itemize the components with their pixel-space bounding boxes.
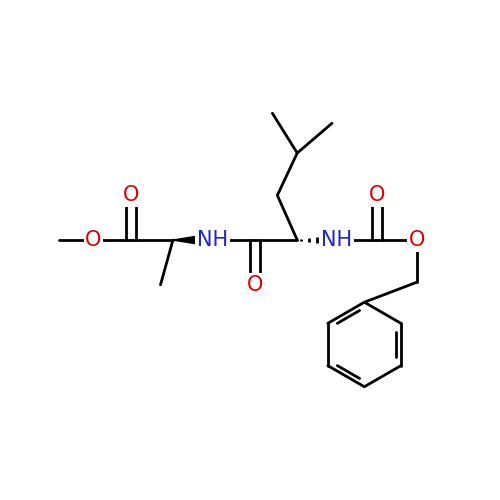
Polygon shape xyxy=(173,234,212,246)
Text: O: O xyxy=(122,186,139,206)
Text: O: O xyxy=(408,230,425,250)
Text: methyl: methyl xyxy=(0,499,1,500)
Text: O: O xyxy=(247,275,263,295)
Text: methyl: methyl xyxy=(0,499,1,500)
Text: O: O xyxy=(85,230,102,250)
Text: NH: NH xyxy=(322,230,352,250)
Text: methyl: methyl xyxy=(0,499,1,500)
Text: NH: NH xyxy=(197,230,228,250)
Text: O: O xyxy=(368,186,385,206)
